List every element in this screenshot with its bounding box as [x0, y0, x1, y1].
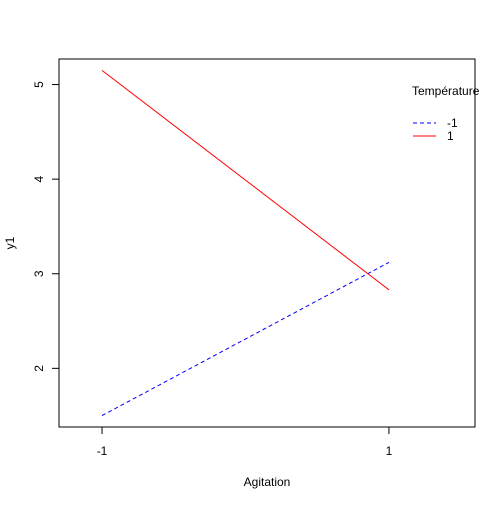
plot-frame: [58, 58, 476, 428]
y-tick-label: 2: [32, 365, 46, 372]
legend: Température -11: [412, 84, 480, 143]
y-tick-label: 4: [32, 175, 46, 182]
x-axis: -1 1: [97, 427, 393, 458]
legend-label-1: 1: [447, 129, 454, 143]
x-tick-label: -1: [97, 444, 108, 458]
series-line-1: [101, 70, 390, 291]
legend-title: Température: [412, 84, 480, 98]
y-axis: 2 3 4 5: [32, 81, 60, 372]
series-line--1: [101, 261, 390, 417]
y-tick-label: 3: [32, 270, 46, 277]
y-tick-label: 5: [32, 81, 46, 88]
x-tick-label: 1: [386, 444, 393, 458]
y-axis-label: y1: [3, 236, 17, 249]
legend-label--1: -1: [447, 116, 458, 130]
series-lines: [101, 70, 390, 417]
x-axis-label: Agitation: [244, 475, 291, 489]
